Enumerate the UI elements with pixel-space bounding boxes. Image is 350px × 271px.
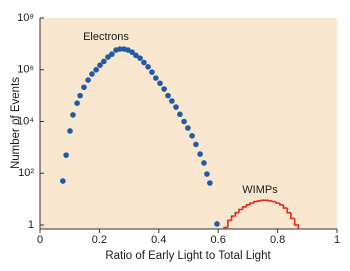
histogram-bin [241,206,247,210]
data-point [177,111,183,118]
data-point [105,54,111,60]
data-point [161,86,167,92]
y-tick-label: 1 [28,219,34,231]
histogram-bin [290,212,295,220]
y-tick-label: 10² [18,167,34,179]
histogram-bin [260,199,265,202]
series-label: Electrons [83,31,129,43]
histogram-bin [230,215,236,221]
data-point [204,171,210,177]
data-point [207,180,213,186]
x-tick-label: 0.4 [151,234,166,246]
y-tick-label: 10⁶ [17,64,34,76]
data-point [157,80,163,87]
histogram-bin [249,202,254,205]
data-point [141,59,147,66]
data-point [173,104,179,110]
data-point [185,125,191,131]
data-point [97,62,103,68]
data-point [93,66,99,73]
data-point [70,112,76,118]
histogram-bin [253,200,258,204]
histogram-bin [286,208,291,214]
histogram-bin [279,203,284,206]
data-point [145,63,151,70]
histogram-bin [234,211,239,217]
x-axis-title: Ratio of Early Light to Total Light [105,250,271,262]
data-point [60,178,66,184]
data-point [109,51,115,57]
data-point [81,84,87,91]
histogram-bin [223,226,228,229]
data-point [201,160,207,166]
data-point [165,92,171,99]
data-point [149,69,155,75]
data-point [197,151,203,157]
data-point [137,55,143,61]
data-point [133,52,139,59]
x-tick-label: 0.8 [270,234,285,246]
data-point [129,49,135,55]
data-point [189,133,195,139]
y-tick-label: 10⁸ [17,12,34,24]
data-point [74,100,80,106]
data-point [63,152,69,158]
histogram-bin [256,200,262,202]
histogram-bin [293,218,300,229]
histogram-bin [271,200,277,203]
histogram-bin [227,219,232,228]
y-axis-title: Number of Events [10,77,22,169]
data-point [89,71,95,77]
data-point [125,47,131,53]
x-tick-label: 0.6 [211,234,226,246]
data-point [169,98,175,104]
histogram-bin [275,201,280,204]
data-point [153,75,159,81]
data-point [77,92,83,99]
data-point [193,141,199,148]
x-tick-label: 1 [334,234,340,246]
data-point [181,118,187,125]
data-point [101,58,107,65]
y-tick-label: 10⁴ [17,115,34,127]
x-tick-label: 0.2 [92,234,107,246]
histogram-bin [267,200,273,202]
histogram-bin [238,208,243,213]
series-label: WIMPs [242,184,278,196]
histogram-bin [245,204,251,207]
data-point [85,77,91,83]
data-point [67,128,73,134]
data-point [214,221,220,227]
x-tick-label: 0 [37,234,43,246]
histogram-bin [282,204,288,209]
data-point [117,46,123,52]
plot-area [40,18,337,229]
